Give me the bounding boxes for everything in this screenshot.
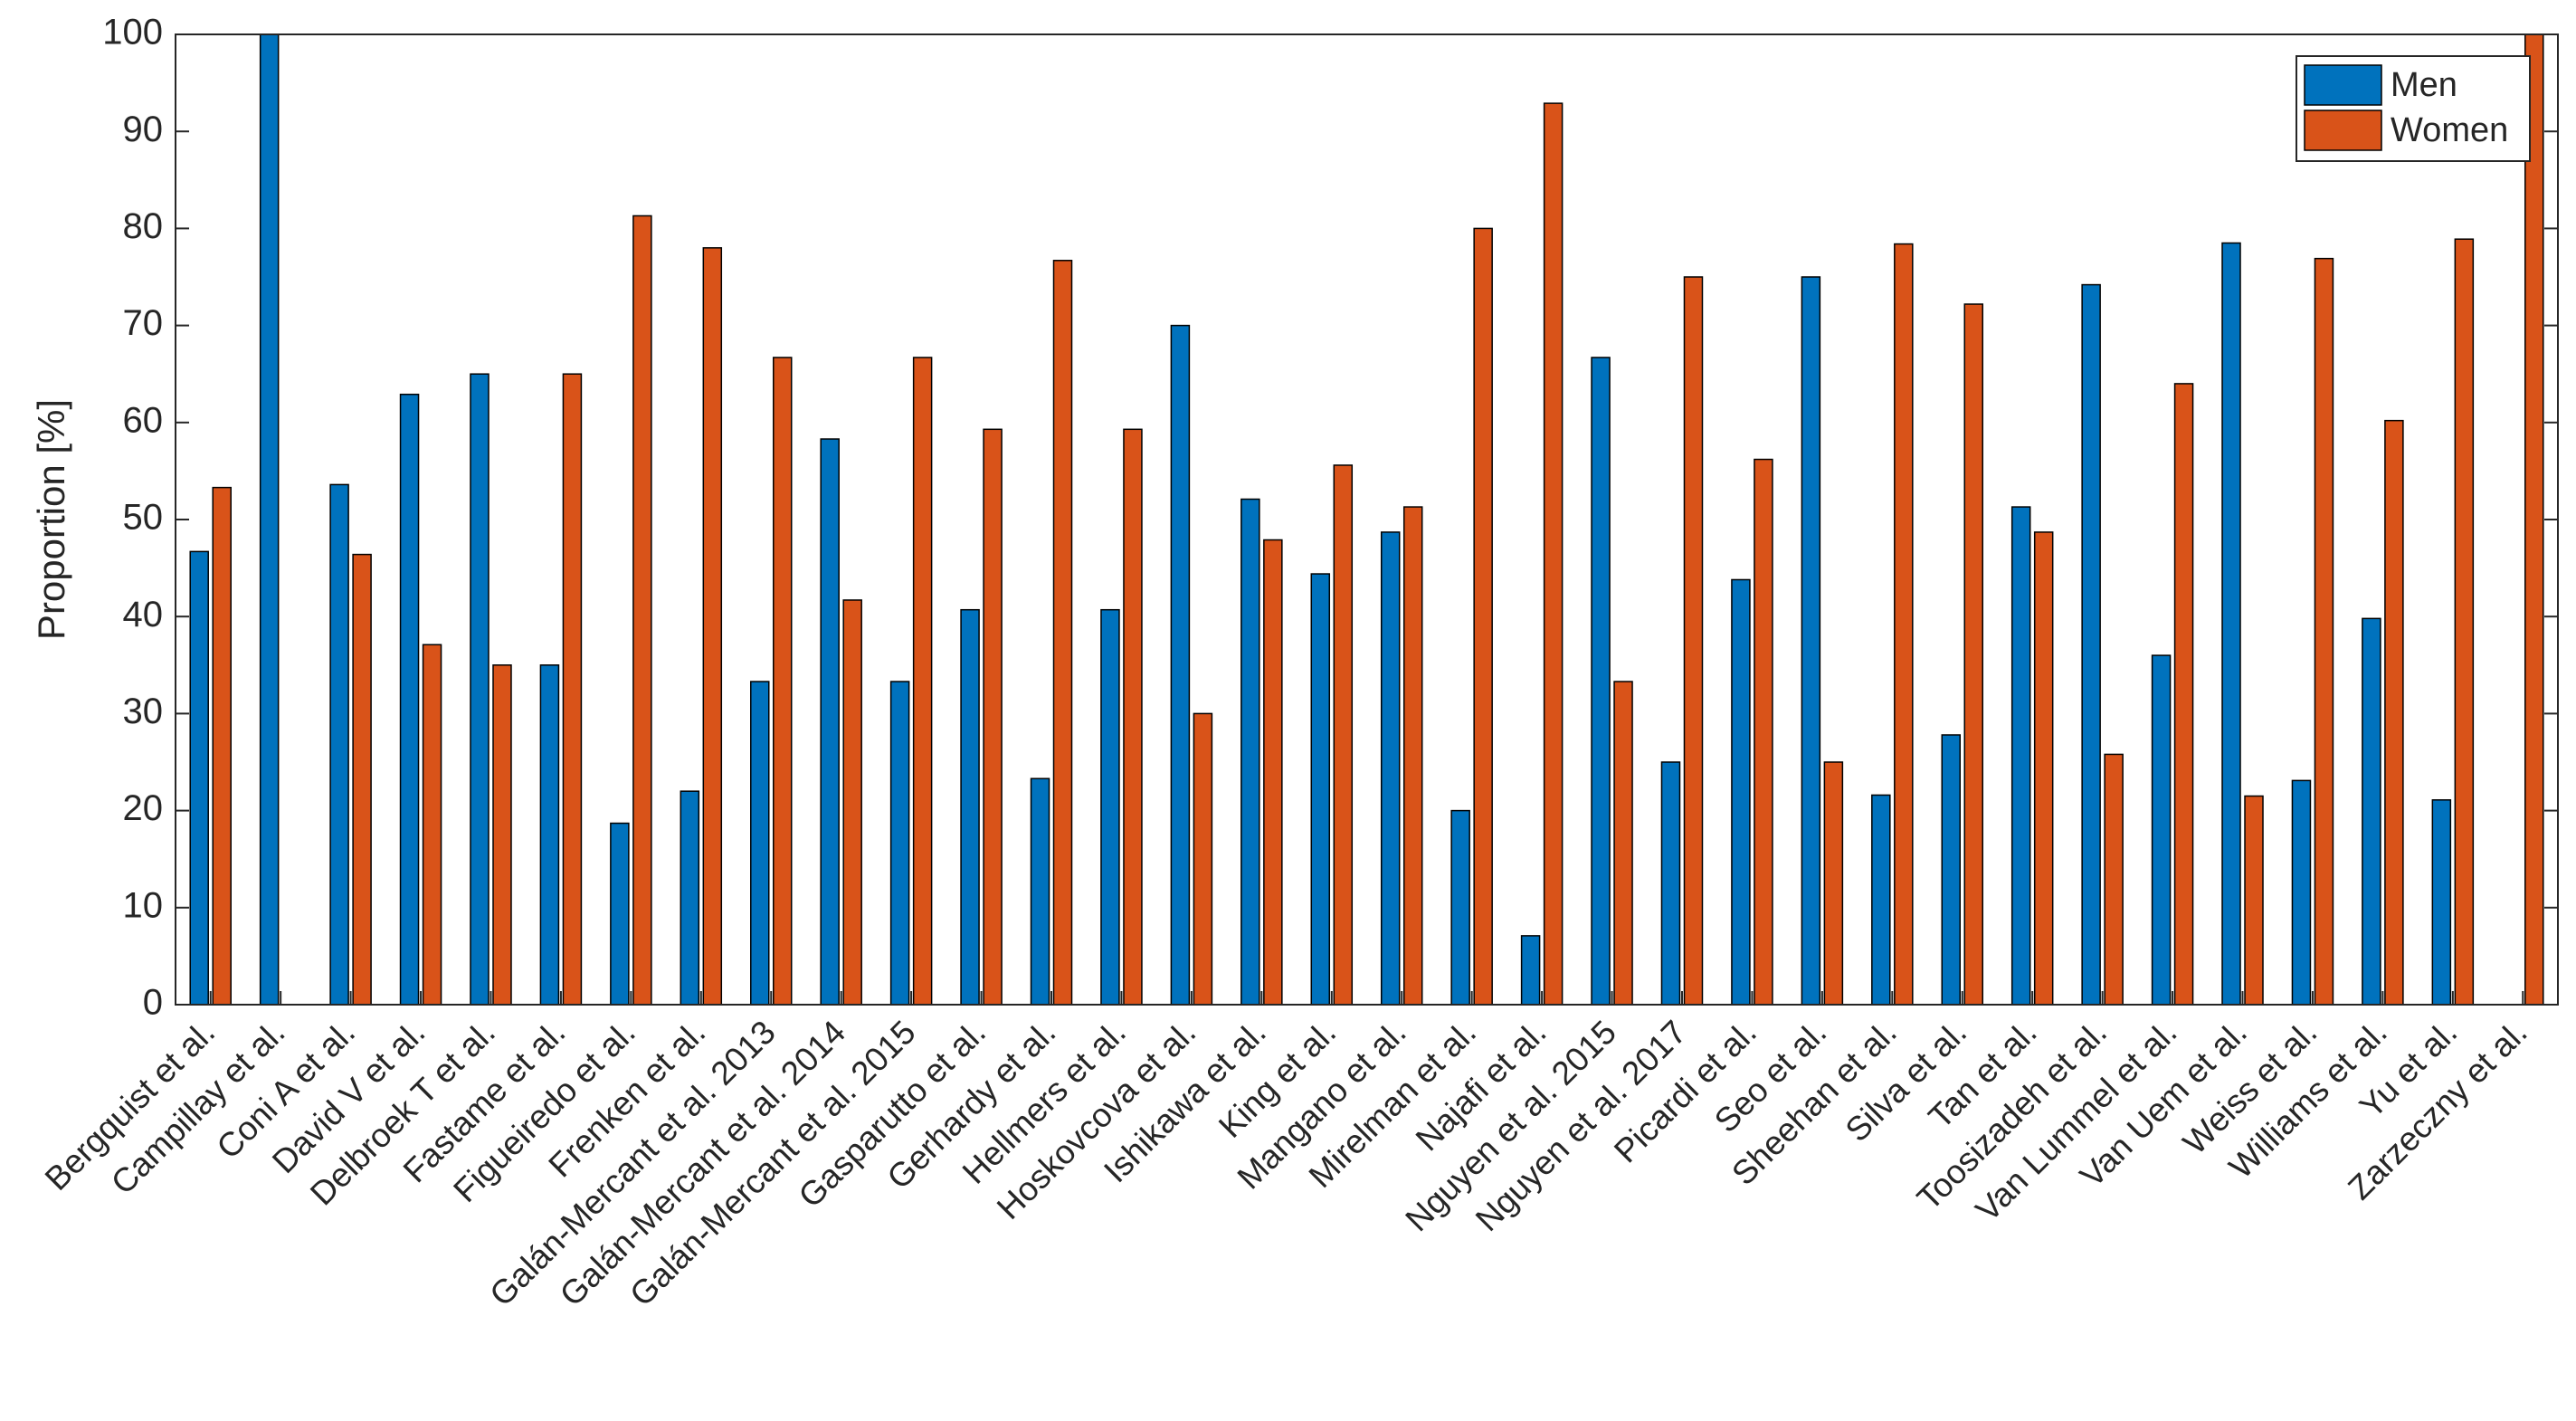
bar (1193, 712, 1213, 1006)
bar (399, 393, 420, 1006)
bar (1123, 428, 1143, 1006)
bar (1240, 498, 1260, 1006)
bar (1170, 324, 1191, 1006)
bar (1823, 761, 1844, 1006)
y-tick-label: 10 (123, 885, 164, 925)
bar (1683, 276, 1704, 1006)
bar (1263, 539, 1283, 1006)
bar (1333, 464, 1354, 1006)
y-tick-label: 100 (102, 13, 163, 52)
bar (1801, 276, 1821, 1006)
y-tick-label: 30 (123, 691, 164, 731)
bar (1660, 761, 1681, 1006)
bar (1052, 260, 1073, 1006)
bar (889, 681, 910, 1006)
bar (1450, 809, 1470, 1006)
bar (2010, 506, 2031, 1006)
bar (1402, 506, 1423, 1006)
bar (2431, 799, 2452, 1006)
y-axis-label: Proportion [%] (30, 399, 72, 640)
bar (1941, 734, 1961, 1006)
y-tick-label: 90 (123, 110, 164, 149)
bar (1871, 794, 1891, 1006)
bar (1520, 935, 1541, 1006)
bar (912, 357, 933, 1006)
legend-label: Women (2391, 111, 2508, 149)
bar (1963, 303, 1983, 1006)
plot-area (176, 34, 2558, 1005)
bar (562, 373, 583, 1006)
y-tick-label: 0 (143, 983, 163, 1023)
axes-box (175, 33, 2559, 1006)
bar (1473, 227, 1493, 1006)
bar (422, 644, 442, 1006)
bar (2173, 383, 2194, 1006)
bar (2384, 419, 2404, 1006)
legend-label: Men (2391, 66, 2457, 104)
bar (2033, 531, 2054, 1006)
bar (750, 681, 770, 1006)
y-tick-label: 70 (123, 303, 164, 343)
bar (983, 428, 1003, 1006)
bar (1613, 681, 1633, 1006)
bar (2454, 238, 2475, 1006)
bar (632, 215, 652, 1006)
bar (492, 664, 512, 1006)
bar (820, 438, 840, 1006)
bar (842, 599, 862, 1006)
bar (2524, 33, 2544, 1006)
y-tick-label: 60 (123, 400, 164, 440)
bar (329, 483, 349, 1006)
bar (259, 33, 280, 1006)
y-tick-label: 50 (123, 498, 164, 538)
bar (2244, 795, 2264, 1006)
bar (960, 608, 980, 1006)
bar (1310, 573, 1331, 1006)
bar (702, 247, 723, 1006)
bar (2314, 257, 2334, 1006)
bar (1591, 357, 1611, 1006)
bar (1380, 531, 1401, 1006)
bar (1894, 243, 1914, 1006)
bar (1731, 578, 1751, 1006)
y-tick-label: 40 (123, 595, 164, 634)
bar (539, 664, 560, 1006)
bar (680, 790, 700, 1006)
bar (1754, 458, 1773, 1006)
bar (2081, 283, 2101, 1006)
bar (2104, 753, 2124, 1006)
bar (1543, 102, 1564, 1006)
bar (1030, 777, 1050, 1006)
bar (2151, 654, 2172, 1006)
legend-swatch (2304, 110, 2382, 151)
legend-swatch (2304, 64, 2382, 106)
y-tick-label: 80 (123, 206, 164, 246)
bar (212, 486, 232, 1006)
bar (352, 553, 372, 1006)
bar (2362, 617, 2381, 1006)
bar (470, 373, 490, 1006)
bar (189, 550, 209, 1006)
bar (1100, 608, 1120, 1006)
bar (610, 822, 630, 1006)
bar (2291, 779, 2312, 1006)
y-tick-label: 20 (123, 788, 164, 828)
bar (773, 357, 793, 1006)
bar (2221, 242, 2241, 1006)
